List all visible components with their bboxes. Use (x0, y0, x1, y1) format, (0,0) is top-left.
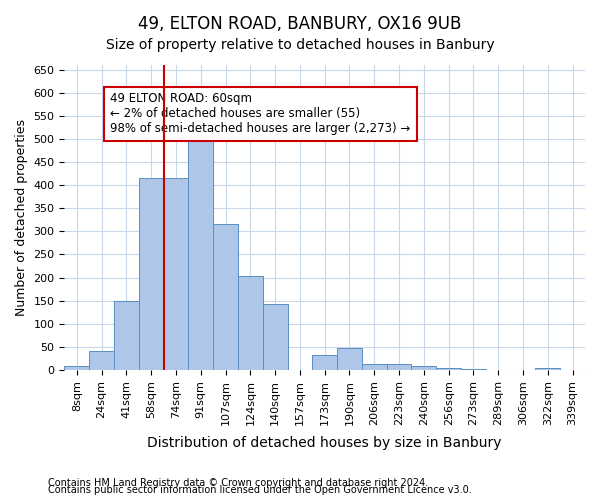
Bar (313, 356, 337, 370)
Bar (263, 304, 287, 370)
Bar (139, 178, 164, 370)
Bar (386, 364, 412, 370)
Bar (362, 364, 386, 370)
Text: Contains HM Land Registry data © Crown copyright and database right 2024.: Contains HM Land Registry data © Crown c… (48, 478, 428, 488)
Bar (337, 348, 362, 370)
Bar (238, 276, 263, 370)
Bar (64, 366, 89, 370)
Bar (436, 368, 461, 370)
Bar (89, 350, 114, 370)
Text: Contains public sector information licensed under the Open Government Licence v3: Contains public sector information licen… (48, 485, 472, 495)
Text: 49 ELTON ROAD: 60sqm
← 2% of detached houses are smaller (55)
98% of semi-detach: 49 ELTON ROAD: 60sqm ← 2% of detached ho… (110, 92, 410, 136)
Bar (535, 368, 560, 370)
Bar (461, 369, 486, 370)
Bar (114, 300, 139, 370)
X-axis label: Distribution of detached houses by size in Banbury: Distribution of detached houses by size … (148, 436, 502, 450)
Y-axis label: Number of detached properties: Number of detached properties (15, 119, 28, 316)
Text: 49, ELTON ROAD, BANBURY, OX16 9UB: 49, ELTON ROAD, BANBURY, OX16 9UB (139, 15, 461, 33)
Bar (164, 178, 188, 370)
Text: Size of property relative to detached houses in Banbury: Size of property relative to detached ho… (106, 38, 494, 52)
Bar (412, 366, 436, 370)
Bar (213, 224, 238, 370)
Bar (188, 125, 213, 370)
